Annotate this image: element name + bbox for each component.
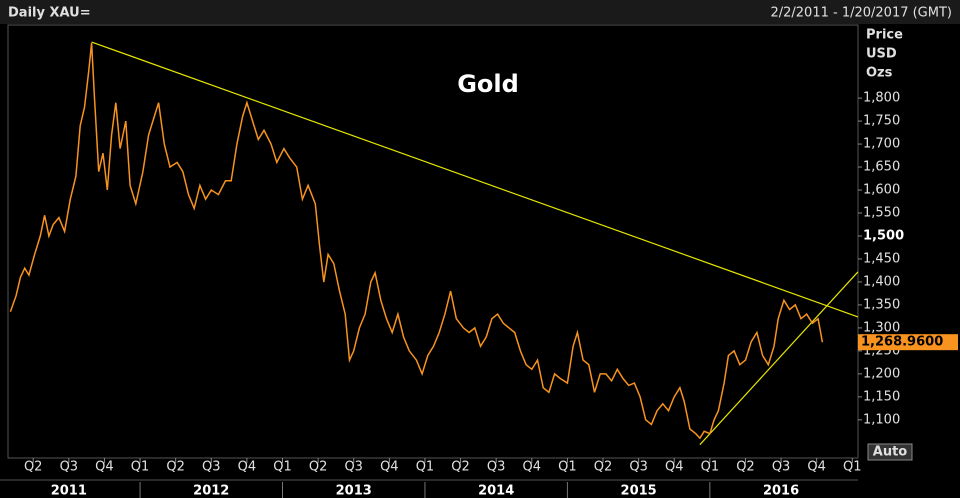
x-tick-label: Q4 [523, 460, 542, 475]
auto-button[interactable] [867, 443, 913, 461]
last-price-tag [858, 334, 958, 351]
x-tick-label: Q4 [238, 460, 257, 475]
x-tick-label: Q4 [95, 460, 114, 475]
y-tick-label: 1,300 [863, 320, 900, 335]
x-tick-label: Q1 [701, 460, 720, 475]
y-tick-label: 1,650 [863, 160, 900, 175]
header-bar [0, 0, 960, 24]
x-tick-label: Q3 [202, 460, 221, 475]
y-axis-label: Ozs [866, 66, 893, 81]
x-tick-label: Q1 [558, 460, 577, 475]
x-tick-label: Q4 [807, 460, 826, 475]
x-tick-label: Q2 [451, 460, 470, 475]
trend-line [91, 41, 859, 318]
year-label: 2012 [193, 484, 229, 498]
year-label: 2016 [763, 484, 799, 498]
y-tick-label: 1,700 [863, 137, 900, 152]
x-tick-label: Q1 [843, 460, 862, 475]
x-tick-label: Q3 [60, 460, 79, 475]
x-tick-label: Q2 [309, 460, 328, 475]
y-tick-label: 1,600 [863, 183, 900, 198]
y-tick-label: 1,400 [863, 274, 900, 289]
x-tick-label: Q2 [594, 460, 613, 475]
x-tick-label: Q2 [166, 460, 185, 475]
x-tick-label: Q3 [772, 460, 791, 475]
y-tick-label: 1,150 [863, 389, 900, 404]
trend-line [699, 271, 859, 446]
x-tick-label: Q3 [629, 460, 648, 475]
year-label: 2014 [478, 484, 514, 498]
y-tick-label: 1,750 [863, 114, 900, 129]
header-left: Daily XAU= [8, 6, 91, 21]
plot-frame [7, 24, 859, 459]
y-tick-label: 1,100 [863, 412, 900, 427]
x-tick-label: Q3 [487, 460, 506, 475]
x-tick-label: Q1 [131, 460, 150, 475]
y-axis-label: USD [866, 47, 897, 62]
x-tick-label: Q2 [736, 460, 755, 475]
x-tick-label: Q4 [665, 460, 684, 475]
x-tick-label: Q3 [344, 460, 363, 475]
header-right: 2/2/2011 - 1/20/2017 (GMT) [770, 6, 952, 21]
last-price-label: 1,268.9600 [861, 335, 943, 350]
y-tick-label: 1,450 [863, 251, 900, 266]
year-label: 2011 [51, 484, 87, 498]
x-tick-label: Q1 [273, 460, 292, 475]
x-tick-label: Q4 [380, 460, 399, 475]
auto-button-label[interactable]: Auto [873, 445, 908, 460]
y-tick-label: 1,550 [863, 206, 900, 221]
x-tick-label: Q2 [24, 460, 43, 475]
chart-title: Gold [457, 70, 519, 98]
y-tick-label: 1,200 [863, 366, 900, 381]
y-tick-label: 1,350 [863, 297, 900, 312]
y-tick-label: 1,500 [863, 228, 904, 243]
y-axis-label: Price [866, 28, 903, 43]
year-label: 2013 [336, 484, 372, 498]
x-tick-label: Q1 [416, 460, 435, 475]
y-tick-label: 1,800 [863, 91, 900, 106]
year-label: 2015 [621, 484, 657, 498]
price-line [9, 42, 824, 440]
